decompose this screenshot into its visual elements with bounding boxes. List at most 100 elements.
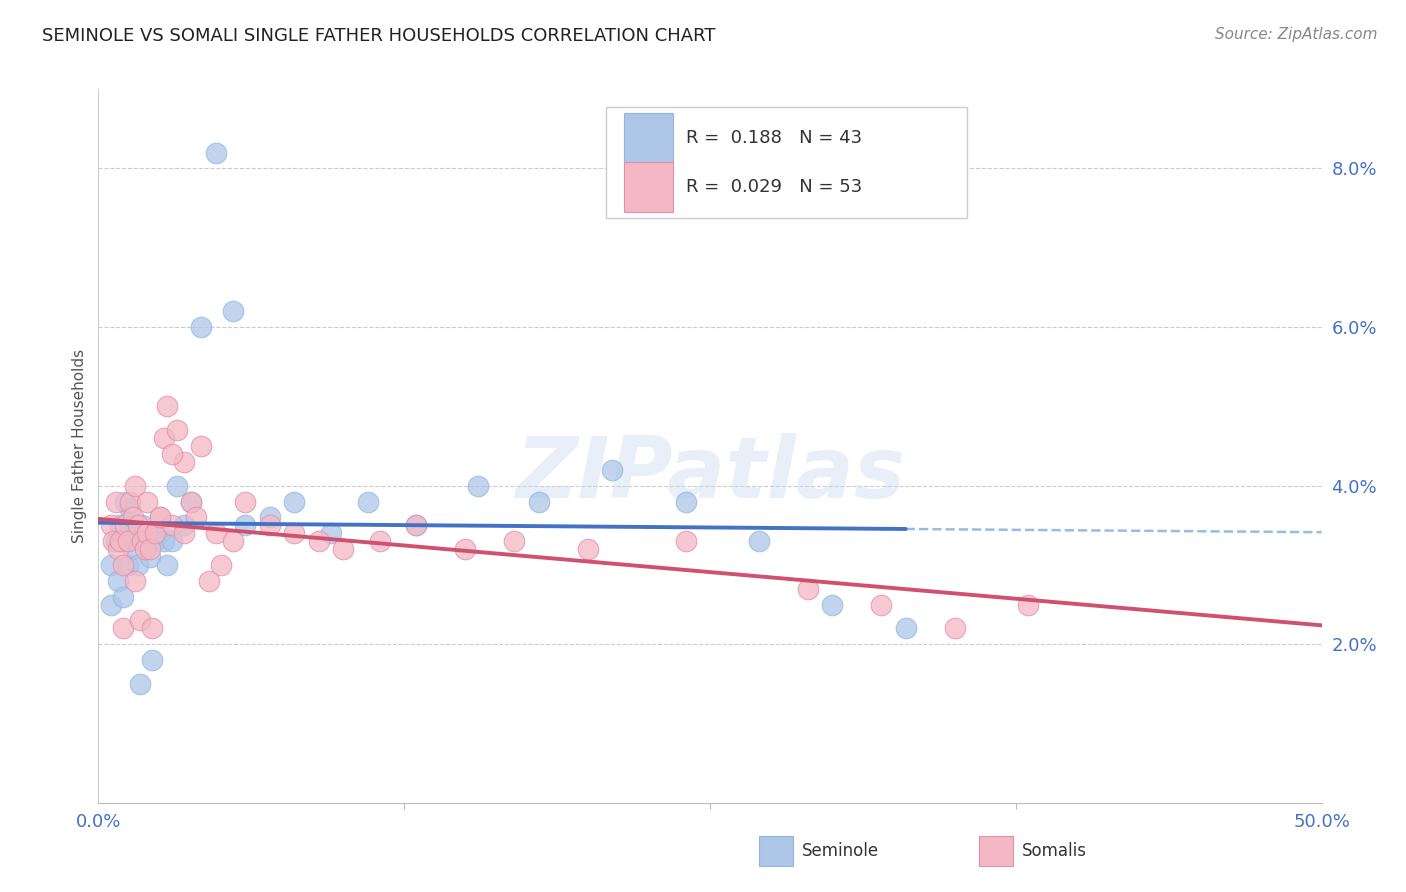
Point — [180, 494, 202, 508]
Point — [503, 534, 526, 549]
Point — [134, 534, 156, 549]
Point — [160, 447, 183, 461]
Bar — [624, 113, 673, 163]
Point — [173, 518, 195, 533]
Point — [149, 510, 172, 524]
Point — [141, 621, 163, 635]
Point — [190, 320, 212, 334]
Point — [332, 542, 354, 557]
Point — [467, 478, 489, 492]
Point — [136, 494, 159, 508]
Text: ZIPatlas: ZIPatlas — [515, 433, 905, 516]
Point — [100, 558, 122, 572]
Point — [821, 598, 844, 612]
Point — [576, 542, 599, 557]
Point — [319, 526, 342, 541]
Point — [124, 518, 146, 533]
Point — [675, 494, 697, 508]
Point — [600, 463, 623, 477]
Point — [190, 439, 212, 453]
Point — [259, 518, 281, 533]
Text: Source: ZipAtlas.com: Source: ZipAtlas.com — [1215, 27, 1378, 42]
Point — [405, 518, 427, 533]
Point — [136, 526, 159, 541]
Point — [259, 510, 281, 524]
Point — [186, 510, 208, 524]
Point — [134, 542, 156, 557]
Point — [111, 534, 134, 549]
Point — [209, 558, 232, 572]
Point — [166, 423, 188, 437]
Text: R =  0.029   N = 53: R = 0.029 N = 53 — [686, 178, 862, 195]
Point — [748, 534, 770, 549]
Bar — [606, 107, 967, 218]
Point — [283, 526, 305, 541]
Point — [405, 518, 427, 533]
Point — [797, 582, 820, 596]
Point — [153, 431, 176, 445]
Point — [104, 494, 127, 508]
Point — [205, 145, 228, 160]
Point — [222, 304, 245, 318]
Point — [127, 518, 149, 533]
Point — [368, 534, 391, 549]
Point — [153, 534, 176, 549]
Point — [197, 574, 219, 588]
Text: Seminole: Seminole — [801, 842, 879, 860]
Bar — [624, 161, 673, 211]
Point — [149, 526, 172, 541]
Point — [173, 455, 195, 469]
Point — [180, 494, 202, 508]
Point — [943, 621, 966, 635]
Point — [129, 677, 152, 691]
Point — [131, 518, 153, 533]
Point — [156, 558, 179, 572]
Point — [141, 653, 163, 667]
Point — [101, 534, 124, 549]
Point — [173, 526, 195, 541]
Point — [121, 510, 143, 524]
Point — [117, 558, 139, 572]
Point — [454, 542, 477, 557]
Point — [143, 526, 166, 541]
Point — [870, 598, 893, 612]
Point — [160, 518, 183, 533]
Point — [114, 518, 136, 533]
Point — [100, 598, 122, 612]
Point — [127, 558, 149, 572]
Point — [675, 534, 697, 549]
Y-axis label: Single Father Households: Single Father Households — [72, 349, 87, 543]
Point — [166, 478, 188, 492]
Point — [107, 542, 129, 557]
Point — [149, 510, 172, 524]
Point — [124, 478, 146, 492]
Point — [104, 534, 127, 549]
Point — [107, 574, 129, 588]
Point — [110, 534, 132, 549]
Point — [283, 494, 305, 508]
Text: R =  0.188   N = 43: R = 0.188 N = 43 — [686, 129, 862, 147]
Point — [139, 549, 162, 564]
Point — [111, 621, 134, 635]
Point — [1017, 598, 1039, 612]
Bar — [979, 836, 1014, 865]
Point — [143, 534, 166, 549]
Point — [117, 534, 139, 549]
Point — [136, 526, 159, 541]
Point — [139, 542, 162, 557]
Point — [527, 494, 550, 508]
Bar — [759, 836, 793, 865]
Text: Somalis: Somalis — [1022, 842, 1087, 860]
Point — [111, 558, 134, 572]
Point — [114, 494, 136, 508]
Point — [233, 518, 256, 533]
Point — [111, 590, 134, 604]
Point — [308, 534, 330, 549]
Point — [131, 534, 153, 549]
Point — [894, 621, 917, 635]
Point — [160, 534, 183, 549]
Point — [233, 494, 256, 508]
Point — [356, 494, 378, 508]
Point — [100, 518, 122, 533]
Point — [121, 542, 143, 557]
